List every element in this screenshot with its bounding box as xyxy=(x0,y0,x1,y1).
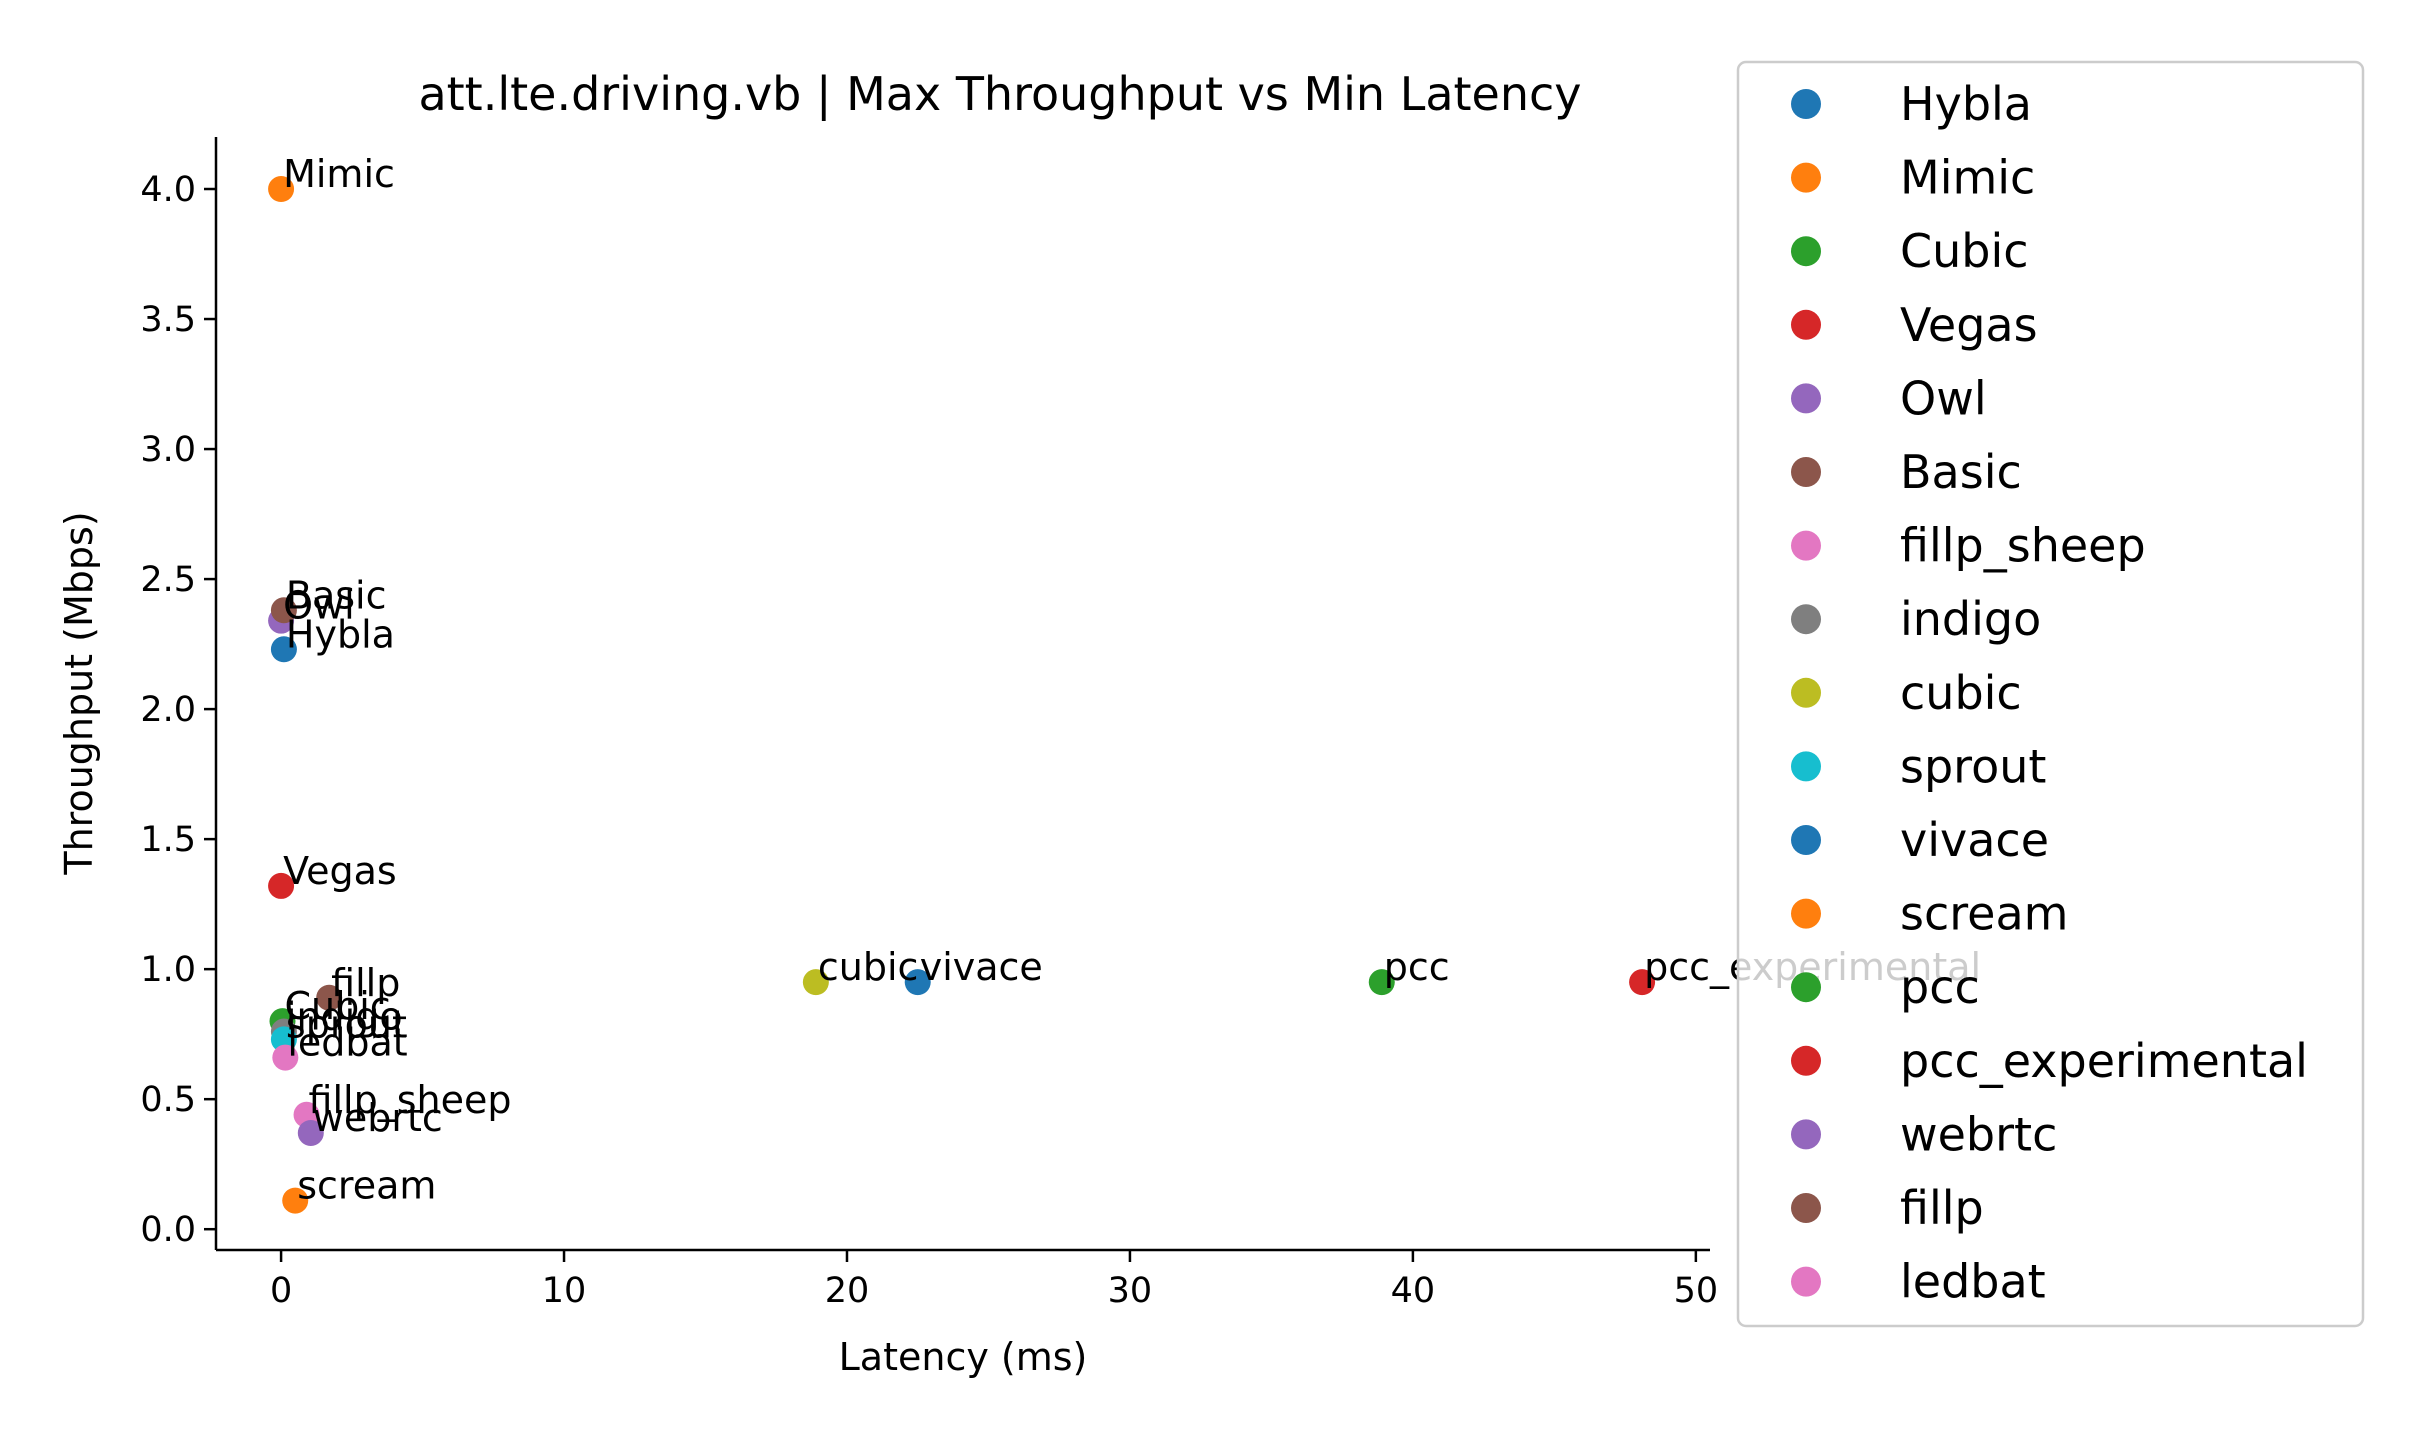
point-annotation: ledbat xyxy=(287,1021,407,1065)
point-annotation: Mimic xyxy=(283,152,395,196)
legend-marker xyxy=(1791,309,1821,340)
y-tick-label: 2.5 xyxy=(140,560,196,600)
legend-label: vivace xyxy=(1900,813,2049,867)
data-point-cubic xyxy=(802,969,829,996)
legend-marker xyxy=(1791,1266,1821,1297)
legend-marker xyxy=(1791,530,1821,561)
x-ticks: 0 10 20 30 40 50 xyxy=(270,1250,1718,1311)
x-tick-label: 30 xyxy=(1108,1271,1153,1311)
y-tick-label: 2.0 xyxy=(140,690,196,730)
legend-label: sprout xyxy=(1900,739,2046,793)
data-point-hybla xyxy=(270,636,297,663)
legend-items: Hybla Mimic Cubic Vegas Owl Basic fillp_sheepi… xyxy=(1791,77,2308,1309)
legend-label: scream xyxy=(1900,887,2068,941)
point-annotation: Vegas xyxy=(283,849,397,893)
legend-label: webrtc xyxy=(1900,1107,2057,1161)
y-tick-label: 1.5 xyxy=(140,820,196,860)
point-annotation: sprout xyxy=(286,1002,407,1046)
legend-marker xyxy=(1791,1045,1821,1076)
legend-marker xyxy=(1791,604,1821,635)
legend-label: Cubic xyxy=(1900,224,2029,278)
x-tick-label: 10 xyxy=(542,1271,587,1311)
y-tick-label: 0.5 xyxy=(140,1080,196,1120)
legend-marker xyxy=(1791,751,1821,782)
point-annotation: pcc xyxy=(1384,945,1450,989)
data-point-pcc xyxy=(1368,969,1395,996)
x-axis-label: Latency (ms) xyxy=(839,1335,1088,1379)
y-tick-label: 3.5 xyxy=(140,300,196,340)
y-tick-label: 3.0 xyxy=(140,430,196,470)
data-point-scream xyxy=(282,1187,309,1214)
data-point-fillp xyxy=(316,984,343,1011)
point-annotation: fillp_sheep xyxy=(309,1078,512,1122)
point-annotation: indigo xyxy=(286,995,403,1039)
legend-marker xyxy=(1791,825,1821,855)
legend-label: cubic xyxy=(1900,666,2022,720)
x-tick-label: 20 xyxy=(825,1271,870,1311)
x-tick-label: 40 xyxy=(1391,1271,1436,1311)
chart-title: att.lte.driving.vb | Max Throughput vs M… xyxy=(418,67,1581,122)
point-annotation: scream xyxy=(297,1164,436,1208)
y-tick-label: 4.0 xyxy=(140,170,196,210)
legend-label: Hybla xyxy=(1900,77,2032,131)
legend-marker xyxy=(1791,162,1821,193)
point-annotation: Hybla xyxy=(286,612,395,656)
point-annotation: Cubic xyxy=(284,984,390,1028)
point-annotation: webrtc xyxy=(313,1096,443,1140)
legend-label: pcc xyxy=(1900,960,1980,1014)
data-point-mimic xyxy=(268,176,295,203)
legend-frame xyxy=(1736,60,2365,1328)
data-point-vegas xyxy=(268,872,295,899)
legend-label: fillp xyxy=(1900,1181,1984,1235)
y-tick-label: 0.0 xyxy=(140,1210,196,1250)
legend-label: Vegas xyxy=(1900,298,2038,352)
y-axis-label: Throughput (Mbps) xyxy=(57,511,101,875)
legend-label: ledbat xyxy=(1900,1255,2046,1309)
legend-label: Owl xyxy=(1900,371,1987,425)
y-tick-label: 1.0 xyxy=(140,950,196,990)
point-annotation: vivace xyxy=(920,945,1043,989)
data-point-ledbat xyxy=(272,1044,299,1071)
legend-marker xyxy=(1791,457,1821,487)
x-tick-label: 0 xyxy=(270,1271,292,1311)
legend-marker xyxy=(1791,89,1821,119)
point-annotation: Owl xyxy=(283,584,355,628)
legend-label: pcc_experimental xyxy=(1900,1034,2308,1088)
legend-label: fillp_sheep xyxy=(1900,519,2146,573)
legend-marker xyxy=(1791,898,1821,929)
data-point-webrtc xyxy=(297,1119,324,1146)
y-ticks: 0.0 0.5 1.0 1.5 2.0 2.5 3.0 3.5 4.0 xyxy=(140,170,216,1250)
x-tick-label: 50 xyxy=(1674,1271,1719,1311)
legend-label: Mimic xyxy=(1900,151,2035,205)
legend-marker xyxy=(1791,1193,1821,1223)
legend-label: indigo xyxy=(1900,592,2041,646)
legend: Hybla Mimic Cubic Vegas Owl Basic fillp_sheepi… xyxy=(1736,60,2365,1328)
point-annotation: cubic xyxy=(818,945,919,989)
axes xyxy=(214,137,1710,1252)
legend-label: Basic xyxy=(1900,445,2022,499)
point-annotation: Basic xyxy=(286,573,387,617)
legend-marker xyxy=(1791,383,1821,414)
data-point-pcc-experimental xyxy=(1629,969,1656,996)
data-points xyxy=(268,176,1656,1214)
data-point-vivace xyxy=(904,969,931,996)
legend-marker xyxy=(1791,677,1821,708)
legend-marker xyxy=(1791,236,1821,267)
data-point-basic xyxy=(270,597,297,624)
legend-marker xyxy=(1791,972,1821,1003)
legend-marker xyxy=(1791,1119,1821,1150)
point-annotation: fillp xyxy=(331,961,400,1005)
